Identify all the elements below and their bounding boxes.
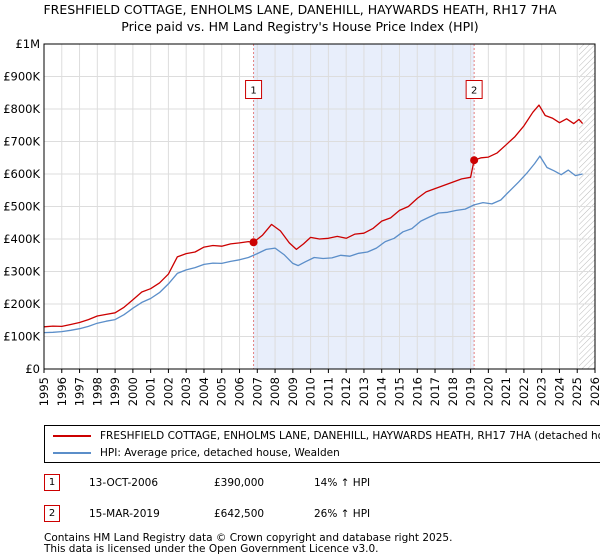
transaction-date: 13-OCT-2006 bbox=[89, 477, 158, 489]
x-tick-label: 2025 bbox=[570, 377, 584, 406]
x-tick-label: 2015 bbox=[392, 377, 406, 406]
transaction-row-2: 2 15-MAR-2019 £642,500 26% ↑ HPI bbox=[44, 504, 544, 524]
chart-title: FRESHFIELD COTTAGE, ENHOLMS LANE, DANEHI… bbox=[43, 2, 557, 17]
y-tick-label: £0 bbox=[25, 362, 40, 376]
y-tick-label: £200K bbox=[3, 297, 40, 311]
x-tick-label: 2002 bbox=[161, 377, 175, 406]
x-tick-label: 2003 bbox=[179, 377, 193, 406]
x-tick-label: 2023 bbox=[535, 377, 549, 406]
x-tick-label: 2012 bbox=[339, 377, 353, 406]
footer-licence: This data is licensed under the Open Gov… bbox=[44, 543, 379, 555]
x-tick-label: 2001 bbox=[144, 377, 158, 406]
y-tick-label: £900K bbox=[3, 70, 40, 84]
x-tick-label: 2017 bbox=[428, 377, 442, 406]
plot-border bbox=[43, 43, 596, 370]
transaction-date: 15-MAR-2019 bbox=[89, 508, 160, 520]
x-tick-label: 2021 bbox=[499, 377, 513, 406]
y-tick-label: £700K bbox=[3, 135, 40, 149]
transaction-badge: 2 bbox=[44, 505, 60, 522]
x-tick-label: 2018 bbox=[446, 377, 460, 406]
x-tick-label: 2010 bbox=[304, 377, 318, 406]
transaction-hpi-change: 14% ↑ HPI bbox=[314, 477, 371, 489]
y-tick-label: £800K bbox=[3, 102, 40, 116]
legend-item-hpi: HPI: Average price, detached house, Weal… bbox=[45, 445, 600, 461]
legend-label-hpi: HPI: Average price, detached house, Weal… bbox=[100, 447, 340, 459]
x-tick-label: 2008 bbox=[268, 377, 282, 406]
price-chart: £0 £100K £200K £300K £400K £500K £600K £700K £80… bbox=[3, 37, 600, 406]
x-tick-label: 2009 bbox=[286, 377, 300, 406]
x-tick-label: 2013 bbox=[357, 377, 371, 406]
x-tick-label: 2007 bbox=[250, 377, 264, 406]
x-tick-label: 2024 bbox=[552, 377, 566, 406]
legend-swatch-property bbox=[53, 435, 91, 437]
y-tick-label: £300K bbox=[3, 265, 40, 279]
sale-label-box bbox=[465, 80, 483, 99]
x-tick-label: 2005 bbox=[215, 377, 229, 406]
x-tick-label: 1998 bbox=[90, 377, 104, 406]
y-tick-label: £600K bbox=[3, 167, 40, 181]
sale-label: 2 bbox=[471, 86, 477, 97]
chart-subtitle: Price paid vs. HM Land Registry's House … bbox=[121, 19, 479, 34]
x-tick-label: 1995 bbox=[37, 377, 51, 406]
transaction-badge: 1 bbox=[44, 474, 60, 491]
y-tick-label: £400K bbox=[3, 232, 40, 246]
x-tick-label: 1997 bbox=[73, 377, 87, 406]
y-tick-label: £100K bbox=[3, 330, 40, 344]
x-tick-label: 2022 bbox=[517, 377, 531, 406]
transaction-price: £390,000 bbox=[214, 477, 265, 489]
x-tick-label: 2006 bbox=[233, 377, 247, 406]
legend-swatch-hpi bbox=[53, 452, 91, 454]
x-tick-label: 2016 bbox=[410, 377, 424, 406]
sale-point bbox=[470, 156, 479, 165]
sale-label: 1 bbox=[250, 86, 256, 97]
legend-label-property: FRESHFIELD COTTAGE, ENHOLMS LANE, DANEHI… bbox=[100, 430, 600, 442]
transaction-hpi-change: 26% ↑ HPI bbox=[314, 508, 371, 520]
x-tick-label: 2000 bbox=[126, 377, 140, 406]
y-tick-label: £500K bbox=[3, 200, 40, 214]
y-tick-label: £1M bbox=[15, 37, 40, 51]
x-tick-label: 1996 bbox=[55, 377, 69, 406]
transaction-row-1: 1 13-OCT-2006 £390,000 14% ↑ HPI bbox=[44, 473, 544, 493]
legend-item-property: FRESHFIELD COTTAGE, ENHOLMS LANE, DANEHI… bbox=[45, 428, 600, 444]
x-tick-label: 2014 bbox=[375, 377, 389, 406]
x-tick-label: 2011 bbox=[321, 377, 335, 406]
x-tick-label: 2019 bbox=[464, 377, 478, 406]
transaction-price: £642,500 bbox=[214, 508, 265, 520]
hpi-line bbox=[43, 155, 583, 334]
sale-point bbox=[249, 238, 258, 247]
property-price-line bbox=[43, 104, 584, 328]
x-tick-label: 2020 bbox=[481, 377, 495, 406]
sale-label-box bbox=[245, 80, 263, 99]
x-tick-label: 2004 bbox=[197, 377, 211, 406]
chart-legend: FRESHFIELD COTTAGE, ENHOLMS LANE, DANEHI… bbox=[44, 425, 600, 463]
footer-copyright: Contains HM Land Registry data © Crown c… bbox=[44, 532, 453, 544]
x-tick-label: 1999 bbox=[108, 377, 122, 406]
x-tick-label: 2026 bbox=[588, 377, 600, 406]
